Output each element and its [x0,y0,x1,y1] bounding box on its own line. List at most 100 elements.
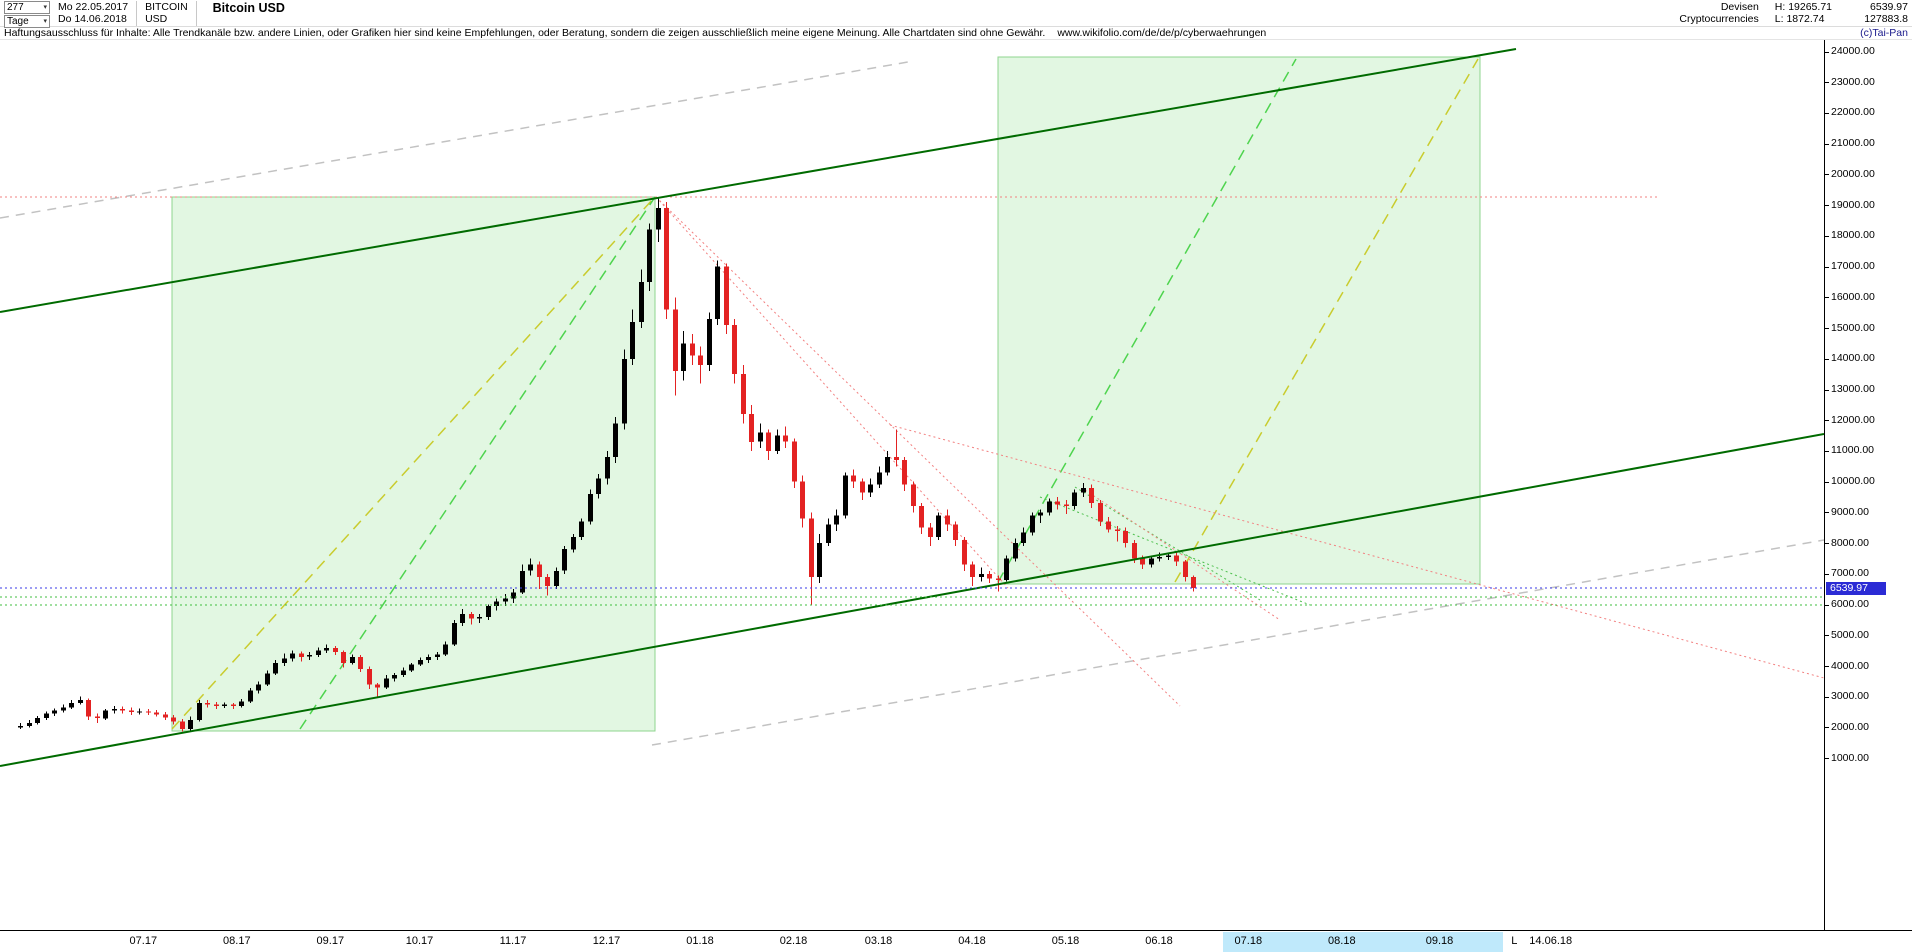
candle [741,364,746,424]
candle [333,646,338,656]
candle [222,702,227,709]
green-trend-2017 [299,196,656,730]
price-axis-tick [1825,328,1829,329]
candle [1081,483,1086,497]
candle [180,718,185,732]
candle [401,667,406,677]
channel-bottom [0,433,1824,767]
instrument-info: 277 ▾ Tage ▾ Mo 22.05.2017 Do 14.06.2018… [4,1,293,28]
price-axis-tick [1825,758,1829,760]
candle [783,426,788,448]
price-axis-label: 14000.00 [1831,352,1875,365]
candle [843,472,848,519]
time-axis-label: 07.18 [1234,935,1263,947]
candle [341,650,346,668]
candle [885,450,890,476]
price-axis-tick [1825,420,1829,422]
subcategory-label: Cryptocurrencies [1679,13,1759,25]
candle [681,331,686,381]
period-select[interactable]: Tage ▾ [4,15,50,28]
bars-count-select[interactable]: 277 ▾ [4,1,50,14]
range-end-date: Do 14.06.2018 [58,13,127,25]
time-axis[interactable]: 07.17 08.17 09.17 10.17 11.17 12.17 01.18 02.18… [0,930,1824,952]
candle [860,478,865,501]
last-price-label: 6539.97 [1870,1,1908,13]
candle [44,711,49,720]
candle [435,652,440,660]
time-axis-label: 12.17 [592,935,621,947]
red-downtrend-resistance [889,424,1824,679]
red-fan [1084,489,1281,621]
candle [775,429,780,454]
category-label: Devisen [1720,1,1759,13]
candle [902,457,907,491]
yellow-trend-2017 [171,198,654,730]
candle [367,666,372,689]
candle [154,710,159,717]
price-axis-label: 5000.00 [1831,628,1869,641]
price-axis-label: 12000.00 [1831,413,1875,426]
candle [588,489,593,525]
time-axis-label: 05.18 [1051,935,1080,947]
price-axis-tick [1825,112,1829,114]
price-axis-label: 21000.00 [1831,137,1875,150]
copyright-label: (c)Tai-Pan [1860,27,1908,39]
candle [129,707,134,716]
chart-panel: 24000.00 23000.00 22000.00 21000.00 20000.00… [0,40,1912,952]
time-axis-label: 09.18 [1425,935,1454,947]
candle [562,546,567,574]
candle [826,518,831,547]
candle [800,475,805,528]
candle [460,609,465,627]
gray-parallel-bottom [651,539,1824,746]
period-high-label: H: 19265.71 [1774,1,1832,13]
candle [1174,552,1179,567]
candle [698,346,703,384]
last-price-tag: 6539.97 [1826,581,1886,595]
candle [758,423,763,448]
candle [656,197,661,242]
candle [69,699,74,709]
candle [205,699,210,708]
price-axis-label: 13000.00 [1831,383,1875,395]
candle [299,651,304,662]
candle [970,561,975,587]
currency-label: USD [145,13,168,25]
candle [248,688,253,703]
price-axis-label: 20000.00 [1831,167,1875,180]
price-axis-tick [1825,174,1829,176]
candle [418,657,423,666]
last-bar-date: 14.06.18 [1529,935,1573,947]
candle [911,481,916,513]
chevron-down-icon: ▾ [43,3,47,11]
candle [18,722,23,729]
gray-parallel-top [0,61,909,219]
candle [239,699,244,708]
candle [630,309,635,365]
price-axis-label: 24000.00 [1831,45,1875,57]
channel-top [0,48,1517,313]
candle [724,263,729,335]
time-axis-label: 03.18 [864,935,893,947]
price-axis-label: 22000.00 [1831,106,1875,119]
price-axis-label: 16000.00 [1831,290,1875,303]
disclaimer-text: Haftungsausschluss für Inhalte: Alle Tre… [4,27,1046,39]
candle [27,719,32,728]
price-axis-label: 3000.00 [1831,690,1869,703]
price-chart[interactable] [0,40,1824,930]
candle [1004,555,1009,582]
candle [511,589,516,603]
wikifolio-link[interactable]: www.wikifolio.com/de/de/p/cyberwaehrunge… [1057,27,1267,39]
candle [35,715,40,725]
period-low-label: L: 1872.74 [1774,13,1825,25]
time-axis-label: 04.18 [958,935,986,947]
price-axis-label: 4000.00 [1831,659,1869,672]
candle [358,655,363,673]
price-axis-label: 1000.00 [1831,751,1869,764]
time-axis-label: 02.18 [779,935,808,947]
time-axis-label: 06.18 [1145,935,1173,947]
price-axis[interactable]: 24000.00 23000.00 22000.00 21000.00 20000.00… [1824,40,1912,930]
price-axis-tick [1825,266,1829,268]
range-controls: 277 ▾ Tage ▾ [4,1,50,28]
candle [690,334,695,365]
